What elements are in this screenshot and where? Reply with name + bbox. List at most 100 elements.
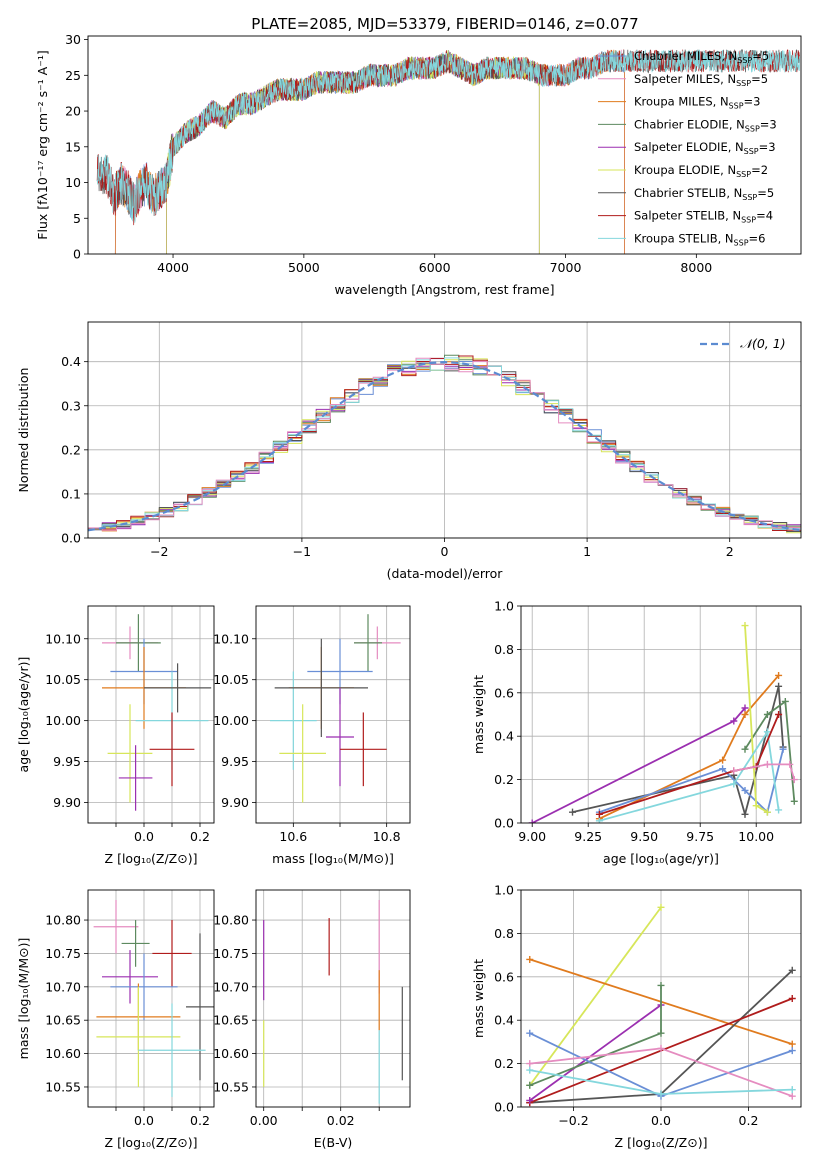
z-mass-ytick-label: 10.75 [45,946,81,961]
spectrum-ytick-label: 25 [65,68,81,83]
legend-name: Salpeter ELODIE, N [634,140,744,154]
legend-label: Chabrier ELODIE, NSSP=3 [634,117,777,133]
normal-curve [88,360,801,532]
z-age-ytick-label: 10.00 [45,713,81,728]
spectrum-ytick-label: 20 [65,104,81,119]
weight-marker [790,797,798,805]
age-weight-ytick-label: 0.2 [494,772,514,787]
legend-name: Chabrier ELODIE, N [634,117,745,131]
errorbar-point [110,953,178,1021]
ebv-mass-ytick-label: 10.65 [213,1013,249,1028]
weight-marker [719,756,727,764]
spectrum-xtick-label: 6000 [419,260,451,275]
weight-marker [741,711,749,718]
legend-label: Kroupa MILES, NSSP=3 [634,95,760,111]
ebv-mass-ytick-label: 10.75 [213,946,249,961]
z-mass-ytick-label: 10.60 [45,1046,81,1061]
z-age-ytick-label: 10.10 [45,631,81,646]
z-mass-frame [87,889,215,1108]
ebv-mass-ytick-label: 10.80 [213,913,249,928]
weight-marker [775,682,783,690]
ebv-mass-plot-area [256,890,410,1107]
residuals-xtick-label: −2 [150,544,168,559]
weight-marker [741,786,749,794]
spectrum-plot-area [96,49,801,254]
weight-marker [788,1040,796,1048]
weight-marker [526,1081,534,1089]
legend-name: Kroupa STELIB, N [634,231,734,245]
z-weight-plot-area [521,890,801,1107]
spectrum-axes: 4000 5000 6000 7000 8000 0 5 10 15 20 25 30 waveleng… [35,32,802,297]
errorbar-point [149,712,195,787]
errorbar-point [152,920,192,987]
errorbar-point [121,920,150,967]
spectrum-ytick-label: 10 [65,175,81,190]
spectrum-ytick-label: 30 [65,32,81,47]
legend-name: Chabrier MILES, N [634,49,737,63]
weight-marker [657,981,665,989]
errorbar-point [186,933,214,1081]
z-mass-ytick-label: 10.70 [45,979,81,994]
errorbar-point [326,687,354,787]
errorbar-point [107,704,153,803]
z-age-frame [87,605,215,824]
weight-marker [741,704,749,712]
errorbar-point [274,638,368,738]
legend-suffix: =2 [751,163,768,177]
legend-sub: SSP [742,193,757,202]
age-weight-axes: 9.00 9.25 9.50 9.75 10.00 0.0 0.2 0.4 0.6 0.8 1.0 a… [471,599,802,866]
residuals-ylabel: Normed distribution [16,368,31,493]
spectrum-ytick-label: 0 [73,247,81,262]
legend-suffix: =5 [752,49,769,63]
z-mass-axes: 0.0 0.2 10.55 10.60 10.65 10.70 10.75 10.80 Z [l… [16,889,215,1150]
spectrum-xtick-label: 8000 [680,260,712,275]
weight-marker [763,711,771,718]
legend-suffix: =3 [760,117,777,131]
legend-sub: SSP [729,102,744,111]
errorbar-point [118,745,153,811]
weight-line [529,1004,662,1102]
residuals-ytick-label: 0.0 [61,531,81,546]
age-weight-ylabel: mass weight [471,675,486,754]
weight-marker [741,810,749,818]
spectrum-xtick-label: 7000 [550,260,582,275]
errorbar-point [102,950,158,1004]
residuals-legend: 𝒩(0, 1) [700,336,786,351]
z-weight-ytick-label: 1.0 [494,883,514,898]
weight-marker [657,1044,665,1052]
z-mass-xlabel: Z [log₁₀(Z/Z⊙)] [105,1135,198,1150]
mass-age-plot-area [256,606,410,823]
weight-marker [526,1096,534,1104]
residuals-ytick-label: 0.3 [61,398,81,413]
legend-suffix: =5 [757,186,774,200]
legend-sub: SSP [734,238,749,247]
errorbar-point [93,900,139,954]
z-weight-ytick-label: 0.2 [494,1056,514,1071]
mass-age-ytick-label: 10.00 [213,713,249,728]
age-weight-xtick-label: 9.50 [630,829,658,844]
weight-marker [763,728,771,736]
weight-marker [752,802,760,810]
legend-name: Kroupa ELODIE, N [634,163,736,177]
z-age-xtick-label: 0.0 [134,829,154,844]
z-weight-ytick-label: 0.8 [494,926,514,941]
weight-marker [788,966,796,974]
legend-suffix: =3 [744,95,761,109]
age-weight-xlabel: age [log₁₀(age/yr)] [603,851,719,866]
residuals-xtick-label: 1 [583,544,591,559]
figure-title: PLATE=2085, MJD=53379, FIBERID=0146, z=0… [251,15,638,33]
residuals-plot-area [88,322,801,538]
legend-label: 𝒩(0, 1) [740,336,786,351]
weight-marker [657,903,665,911]
weight-line [599,729,780,822]
weight-marker [781,697,789,705]
residuals-xtick-label: 2 [726,544,734,559]
residuals-ytick-label: 0.2 [61,442,81,457]
legend-label: Salpeter ELODIE, NSSP=3 [634,140,776,156]
mass-age-ytick-label: 10.10 [213,631,249,646]
spectrum-line [96,49,801,223]
legend-sub: SSP [737,56,752,65]
weight-line [733,763,796,780]
weight-marker [526,1029,534,1037]
